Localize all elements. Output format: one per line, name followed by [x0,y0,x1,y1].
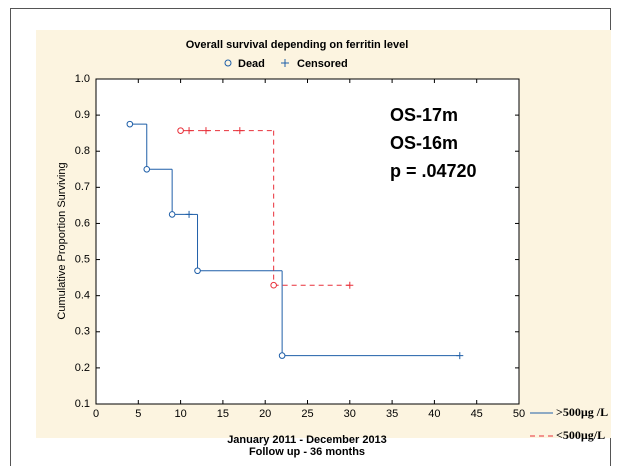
censored-marker [456,352,464,360]
y-axis-label: Cumulative Proportion Surviving [56,162,68,319]
annotation: OS-17m [390,105,458,125]
y-tick-label: 0.3 [75,326,90,338]
x-tick-label: 30 [344,408,356,420]
censored-marker [185,127,193,135]
x-axis-label: January 2011 - December 2013 [227,434,387,446]
x-tick-label: 25 [301,408,313,420]
y-tick-label: 1.0 [75,73,90,85]
dead-marker [278,352,286,359]
x-tick-label: 0 [93,408,99,420]
legend-dead-symbol [224,59,232,67]
dead-marker [270,281,277,289]
dead-marker [194,267,201,275]
y-tick-label: 0.8 [75,145,90,157]
x-tick-label: 20 [259,408,271,420]
y-tick-label: 0.7 [75,181,90,193]
y-tick-label: 0.4 [75,290,90,302]
y-tick-label: 0.5 [75,253,90,265]
censored-marker [185,210,193,218]
legend-label: Censored [297,58,348,70]
legend-label: Dead [238,58,265,70]
censored-marker [236,127,244,135]
legend-label: >500µg /L [556,405,608,419]
x-tick-label: 10 [174,408,186,420]
annotation: OS-16m [390,133,458,153]
plot-area [95,78,520,405]
censored-marker [202,127,210,135]
x-tick-label: 35 [386,408,398,420]
x-tick-label: 50 [513,408,525,420]
y-tick-label: 0.1 [75,398,90,410]
y-tick-label: 0.2 [75,362,90,374]
x-axis-label: Follow up - 36 months [249,446,365,458]
legend-label: <500µg/L [556,428,605,442]
annotation: p = .04720 [390,161,477,181]
censored-marker [346,281,354,289]
legend-censored-symbol [281,59,289,67]
dead-marker [143,165,151,173]
dead-marker [168,211,176,218]
y-tick-label: 0.6 [75,217,90,229]
dead-marker [126,120,134,128]
x-tick-label: 40 [428,408,440,420]
dead-marker [177,127,184,134]
chart-title: Overall survival depending on ferritin l… [186,39,409,51]
x-tick-label: 45 [471,408,483,420]
x-tick-label: 5 [135,408,141,420]
x-tick-label: 15 [217,408,229,420]
y-tick-label: 0.9 [75,109,90,121]
